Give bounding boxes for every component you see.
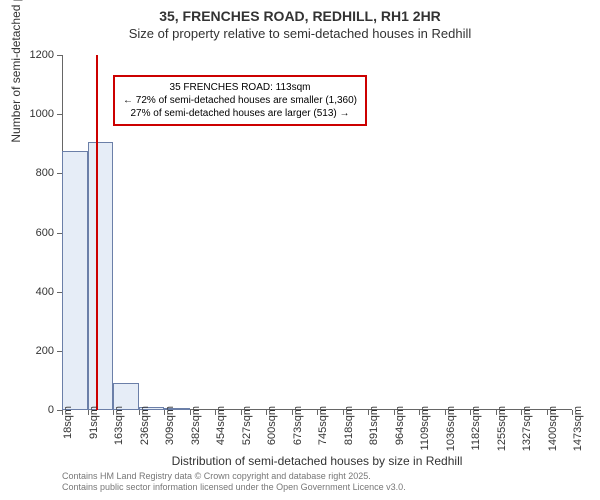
x-tick-label: 163sqm bbox=[113, 406, 125, 445]
x-tick-mark bbox=[190, 410, 191, 415]
x-tick-label: 1255sqm bbox=[496, 406, 508, 451]
x-tick-mark bbox=[547, 410, 548, 415]
x-tick-label: 1109sqm bbox=[419, 406, 431, 450]
x-tick-mark bbox=[343, 410, 344, 415]
x-tick-label: 745sqm bbox=[317, 406, 329, 445]
y-tick-label: 200 bbox=[36, 345, 54, 357]
x-tick-label: 600sqm bbox=[266, 406, 278, 445]
annotation-line-1: 35 FRENCHES ROAD: 113sqm bbox=[123, 81, 357, 94]
x-tick-mark bbox=[113, 410, 114, 415]
x-tick-label: 382sqm bbox=[190, 406, 202, 445]
annotation-line-2: ← 72% of semi-detached houses are smalle… bbox=[123, 94, 357, 107]
chart-title: 35, FRENCHES ROAD, REDHILL, RH1 2HR bbox=[0, 0, 600, 24]
x-tick-label: 18sqm bbox=[62, 406, 74, 439]
x-tick-label: 964sqm bbox=[394, 406, 406, 445]
footer-attribution: Contains HM Land Registry data © Crown c… bbox=[62, 471, 406, 494]
x-tick-mark bbox=[496, 410, 497, 415]
y-tick-label: 0 bbox=[48, 404, 54, 416]
plot-area: 020040060080010001200 Number of semi-det… bbox=[62, 55, 572, 410]
x-tick-mark bbox=[394, 410, 395, 415]
histogram-bar bbox=[62, 151, 88, 410]
x-tick-label: 454sqm bbox=[215, 406, 227, 445]
x-tick-label: 1182sqm bbox=[470, 406, 482, 450]
x-axis-label: Distribution of semi-detached houses by … bbox=[172, 454, 463, 468]
x-tick-label: 1327sqm bbox=[521, 406, 533, 451]
x-tick-label: 673sqm bbox=[292, 406, 304, 445]
footer-line-1: Contains HM Land Registry data © Crown c… bbox=[62, 471, 406, 483]
x-tick-mark bbox=[62, 410, 63, 415]
x-tick-mark bbox=[470, 410, 471, 415]
x-tick-label: 236sqm bbox=[139, 406, 151, 445]
x-tick-mark bbox=[266, 410, 267, 415]
x-tick-mark bbox=[572, 410, 573, 415]
annotation-line-3: 27% of semi-detached houses are larger (… bbox=[123, 107, 357, 120]
x-tick-label: 818sqm bbox=[343, 406, 355, 445]
y-tick-label: 1000 bbox=[30, 108, 54, 120]
chart-subtitle: Size of property relative to semi-detach… bbox=[0, 26, 600, 41]
chart-container: 35, FRENCHES ROAD, REDHILL, RH1 2HR Size… bbox=[0, 0, 600, 500]
x-tick-label: 1036sqm bbox=[445, 406, 457, 451]
x-tick-label: 891sqm bbox=[368, 406, 380, 445]
y-tick-label: 800 bbox=[36, 167, 54, 179]
x-tick-mark bbox=[419, 410, 420, 415]
y-tick-label: 600 bbox=[36, 227, 54, 239]
x-tick-mark bbox=[241, 410, 242, 415]
annotation-box: 35 FRENCHES ROAD: 113sqm ← 72% of semi-d… bbox=[113, 75, 367, 126]
y-tick-label: 1200 bbox=[30, 49, 54, 61]
x-tick-mark bbox=[368, 410, 369, 415]
x-tick-mark bbox=[88, 410, 89, 415]
property-marker-line bbox=[96, 55, 98, 410]
histogram-bar bbox=[88, 142, 114, 410]
x-tick-label: 527sqm bbox=[241, 406, 253, 445]
x-tick-label: 1473sqm bbox=[572, 406, 584, 451]
x-tick-label: 309sqm bbox=[164, 406, 176, 445]
x-tick-mark bbox=[292, 410, 293, 415]
x-tick-mark bbox=[445, 410, 446, 415]
x-tick-mark bbox=[215, 410, 216, 415]
x-tick-mark bbox=[139, 410, 140, 415]
x-tick-mark bbox=[317, 410, 318, 415]
x-tick-mark bbox=[164, 410, 165, 415]
y-tick-label: 400 bbox=[36, 286, 54, 298]
x-tick-mark bbox=[521, 410, 522, 415]
footer-line-2: Contains public sector information licen… bbox=[62, 482, 406, 494]
y-axis-label: Number of semi-detached properties bbox=[9, 0, 23, 142]
x-tick-label: 91sqm bbox=[88, 406, 100, 439]
x-tick-label: 1400sqm bbox=[547, 406, 559, 451]
